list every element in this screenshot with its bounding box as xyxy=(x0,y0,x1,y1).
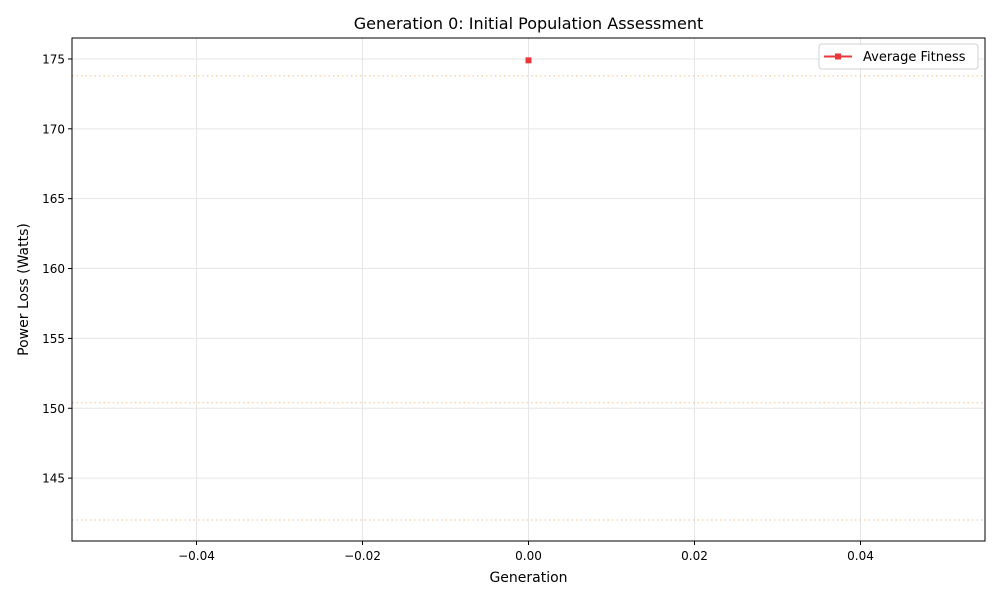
x-tick-label: −0.02 xyxy=(344,549,381,563)
y-axis-title: Power Loss (Watts) xyxy=(16,223,32,356)
x-axis-ticks: −0.04 −0.02 0.00 0.02 0.04 xyxy=(178,541,874,563)
x-tick-label: −0.04 xyxy=(178,549,215,563)
y-tick-label: 160 xyxy=(42,262,65,276)
x-tick-label: 0.02 xyxy=(681,549,708,563)
data-point xyxy=(525,57,532,64)
legend-marker xyxy=(835,53,841,60)
x-tick-label: 0.04 xyxy=(847,549,874,563)
y-tick-label: 175 xyxy=(42,52,65,66)
legend-label: Average Fitness xyxy=(863,50,966,65)
y-tick-label: 150 xyxy=(42,402,65,416)
legend: Average Fitness xyxy=(818,43,979,70)
x-axis-title: Generation xyxy=(489,570,567,586)
chart-title: Generation 0: Initial Population Assessm… xyxy=(354,14,703,33)
x-tick-label: 0.00 xyxy=(515,549,542,563)
reference-lines xyxy=(72,74,985,521)
y-tick-label: 145 xyxy=(42,472,65,486)
y-tick-label: 170 xyxy=(42,122,65,136)
y-tick-label: 165 xyxy=(42,192,65,206)
y-axis-ticks: 145 150 155 160 165 170 175 xyxy=(42,52,72,486)
y-tick-label: 155 xyxy=(42,332,65,346)
series-layer xyxy=(525,57,532,64)
grid xyxy=(72,38,985,541)
legend-box xyxy=(818,43,979,70)
